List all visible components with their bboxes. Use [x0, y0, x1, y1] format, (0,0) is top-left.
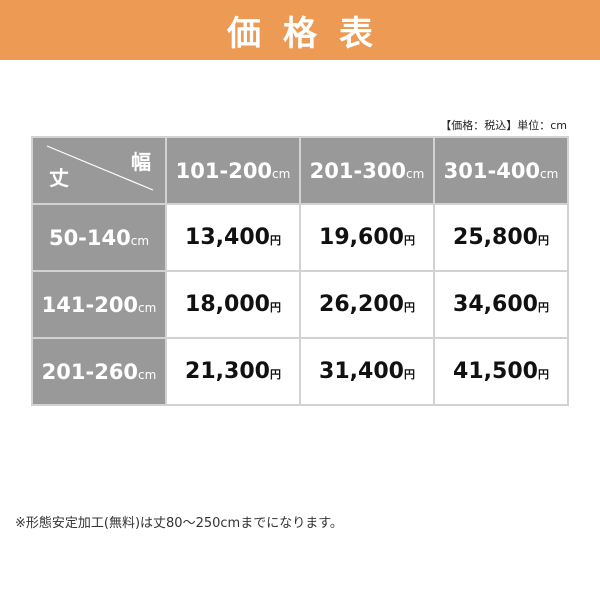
- currency-label: 円: [537, 234, 549, 247]
- price-value: 25,800: [453, 225, 538, 250]
- unit-label: cm: [130, 233, 150, 248]
- width-label: 幅: [131, 150, 151, 174]
- table-row: 201-260cm 21,300円 31,400円 41,500円: [31, 337, 569, 406]
- column-range: 301-400: [443, 158, 541, 183]
- price-value: 18,000: [185, 292, 270, 317]
- currency-label: 円: [269, 368, 281, 381]
- row-range: 50-140: [48, 225, 131, 250]
- unit-label: cm: [540, 166, 559, 181]
- row-header: 50-140cm: [31, 203, 167, 272]
- price-cell: 18,000円: [165, 270, 301, 339]
- corner-cell: 丈 幅: [31, 136, 167, 205]
- currency-label: 円: [403, 368, 415, 381]
- currency-label: 円: [403, 301, 415, 314]
- page-title: 価格表: [227, 13, 395, 54]
- unit-label: cm: [138, 367, 157, 382]
- currency-label: 円: [269, 301, 281, 314]
- price-value: 21,300: [185, 359, 270, 384]
- price-value: 19,600: [319, 225, 404, 250]
- row-range: 201-260: [41, 359, 139, 384]
- row-header: 201-260cm: [31, 337, 167, 406]
- currency-label: 円: [269, 234, 281, 247]
- unit-label: cm: [406, 166, 425, 181]
- currency-label: 円: [403, 234, 415, 247]
- column-range: 201-300: [309, 158, 407, 183]
- price-cell: 25,800円: [433, 203, 569, 272]
- price-cell: 19,600円: [299, 203, 435, 272]
- price-cell: 41,500円: [433, 337, 569, 406]
- price-value: 26,200: [319, 292, 404, 317]
- price-value: 31,400: [319, 359, 404, 384]
- price-value: 34,600: [453, 292, 538, 317]
- column-header: 101-200cm: [165, 136, 301, 205]
- table-row: 50-140cm 13,400円 19,600円 25,800円: [31, 203, 569, 272]
- header-row: 丈 幅 101-200cm 201-300cm 301-400cm: [31, 136, 569, 205]
- column-header: 301-400cm: [433, 136, 569, 205]
- price-note: 【価格：税込】単位：cm: [440, 119, 567, 132]
- price-table: 丈 幅 101-200cm 201-300cm 301-400cm 50-140…: [31, 136, 569, 406]
- price-cell: 13,400円: [165, 203, 301, 272]
- column-header: 201-300cm: [299, 136, 435, 205]
- price-cell: 31,400円: [299, 337, 435, 406]
- price-value: 41,500: [453, 359, 538, 384]
- diagonal-line: [46, 145, 154, 191]
- currency-label: 円: [537, 301, 549, 314]
- table-row: 141-200cm 18,000円 26,200円 34,600円: [31, 270, 569, 339]
- row-header: 141-200cm: [31, 270, 167, 339]
- column-range: 101-200: [175, 158, 273, 183]
- title-banner: 価格表: [0, 0, 600, 60]
- price-cell: 34,600円: [433, 270, 569, 339]
- processing-note: ※形態安定加工(無料)は丈80～250cmまでになります。: [15, 516, 343, 531]
- price-value: 13,400: [185, 225, 270, 250]
- row-range: 141-200: [41, 292, 139, 317]
- unit-label: cm: [138, 300, 157, 315]
- height-label: 丈: [49, 166, 69, 190]
- price-cell: 21,300円: [165, 337, 301, 406]
- currency-label: 円: [537, 368, 549, 381]
- unit-label: cm: [272, 166, 291, 181]
- price-cell: 26,200円: [299, 270, 435, 339]
